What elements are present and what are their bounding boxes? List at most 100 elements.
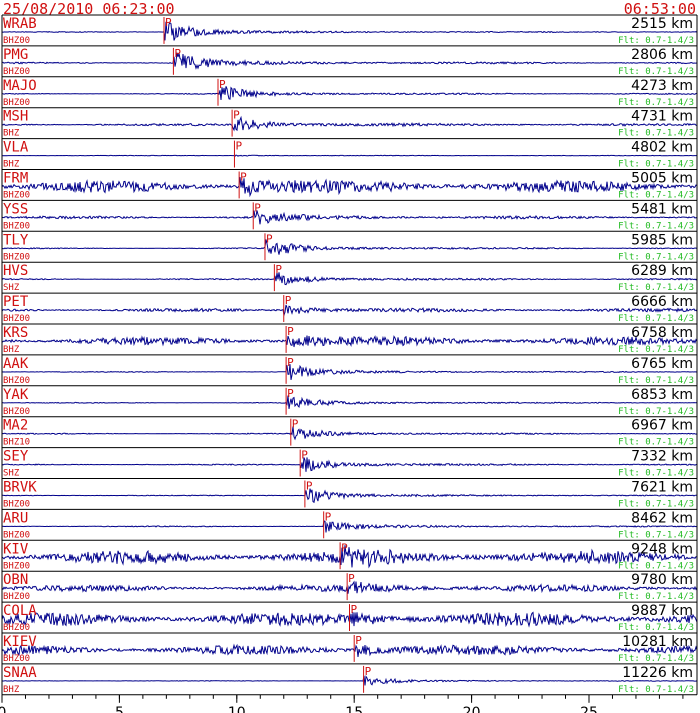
distance-label: 6666 km — [631, 294, 693, 310]
distance-label: 4273 km — [631, 78, 693, 94]
distance-label: 5985 km — [631, 232, 693, 248]
waveform-ma2 — [1, 426, 698, 441]
trace-row: P MSH BHZ 4731 km Flt: 0.7-1.4/3 — [1, 109, 697, 140]
p-arrival-label: P — [301, 449, 308, 462]
station-name: VLA — [3, 140, 29, 156]
distance-label: 5481 km — [631, 201, 693, 217]
station-name: HVS — [3, 263, 28, 279]
x-tick-label: 10 — [228, 705, 246, 713]
waveform-hvs — [1, 272, 698, 286]
filter-label: Flt: 0.7-1.4/3 — [618, 221, 694, 231]
p-arrival-label: P — [351, 603, 358, 616]
p-arrival-label: P — [287, 356, 294, 369]
x-tick-label: 0 — [0, 705, 6, 713]
filter-label: Flt: 0.7-1.4/3 — [618, 129, 694, 139]
p-arrival-label: P — [266, 232, 273, 245]
p-arrival-label: P — [233, 109, 240, 122]
filter-label: Flt: 0.7-1.4/3 — [618, 36, 694, 46]
station-name: YAK — [3, 387, 29, 403]
start-time: 25/08/2010 06:23:00 — [3, 0, 175, 18]
waveform-pet — [1, 304, 698, 317]
distance-label: 6967 km — [631, 418, 693, 434]
distance-label: 4731 km — [631, 109, 693, 125]
filter-label: Flt: 0.7-1.4/3 — [618, 500, 694, 510]
channel-code: BHZ — [3, 345, 20, 355]
distance-label: 6289 km — [631, 263, 693, 279]
p-arrival-label: P — [174, 47, 181, 60]
channel-code: BHZ — [3, 685, 20, 695]
station-name: MAJO — [3, 78, 37, 94]
filter-label: Flt: 0.7-1.4/3 — [618, 98, 694, 108]
p-arrival-label: P — [365, 665, 372, 678]
channel-code: BHZ00 — [3, 36, 30, 46]
waveform-yak — [1, 395, 698, 409]
p-arrival-label: P — [275, 263, 282, 276]
channel-code: SHZ — [3, 283, 20, 293]
trace-row: P PMG BHZ00 2806 km Flt: 0.7-1.4/3 — [1, 47, 698, 78]
waveform-tly — [1, 239, 698, 255]
trace-row: P KIV BHZ00 9248 km Flt: 0.7-1.4/3 — [1, 541, 698, 572]
p-arrival-label: P — [292, 418, 299, 431]
x-tick-label: 15 — [345, 705, 363, 713]
filter-label: Flt: 0.7-1.4/3 — [618, 252, 694, 262]
distance-label: 6758 km — [631, 325, 693, 341]
trace-row: P VLA BHZ 4802 km Flt: 0.7-1.4/3 — [1, 140, 697, 170]
trace-row: P HVS SHZ 6289 km Flt: 0.7-1.4/3 — [1, 263, 698, 294]
channel-code: BHZ00 — [3, 530, 30, 540]
filter-label: Flt: 0.7-1.4/3 — [618, 314, 694, 324]
trace-row: P YAK BHZ00 6853 km Flt: 0.7-1.4/3 — [1, 387, 698, 418]
filter-label: Flt: 0.7-1.4/3 — [618, 530, 694, 540]
p-arrival-label: P — [348, 572, 355, 585]
p-arrival-label: P — [240, 171, 247, 184]
station-name: AAK — [3, 356, 29, 372]
waveform-kiv — [1, 545, 698, 569]
station-name: WRAB — [3, 16, 37, 32]
waveform-yss — [1, 210, 698, 225]
waveform-snaa — [2, 675, 698, 686]
trace-row: P KIEV BHZ00 10281 km Flt: 0.7-1.4/3 — [1, 634, 698, 665]
time-axis: 0 5 10 15 20 25 — [0, 14, 698, 713]
trace-row: P FRM BHZ00 5005 km Flt: 0.7-1.4/3 — [1, 171, 698, 201]
trace-row: P AAK BHZ00 6765 km Flt: 0.7-1.4/3 — [1, 356, 698, 387]
distance-label: 11226 km — [622, 665, 693, 681]
p-arrival-label: P — [306, 480, 313, 493]
channel-code: BHZ00 — [3, 98, 30, 108]
channel-code: BHZ00 — [3, 654, 30, 664]
channel-code: BHZ00 — [3, 592, 30, 602]
waveform-krs — [1, 335, 698, 348]
x-tick-label: 20 — [463, 705, 481, 713]
station-name: COLA — [3, 603, 37, 619]
waveform-vla — [1, 154, 697, 157]
x-tick-label: 5 — [115, 705, 124, 713]
distance-label: 9248 km — [631, 541, 693, 557]
station-name: KIV — [3, 541, 29, 557]
channel-code: BHZ00 — [3, 561, 30, 571]
station-name: OBN — [3, 572, 28, 588]
waveform-aak — [1, 364, 698, 380]
channel-code: BHZ00 — [3, 314, 30, 324]
station-name: ARU — [3, 510, 28, 526]
waveform-frm — [1, 177, 698, 198]
distance-label: 7621 km — [631, 480, 693, 496]
filter-label: Flt: 0.7-1.4/3 — [618, 623, 694, 633]
filter-label: Flt: 0.7-1.4/3 — [618, 561, 694, 571]
station-name: PMG — [3, 47, 28, 63]
station-name: SEY — [3, 449, 29, 465]
trace-row: P TLY BHZ00 5985 km Flt: 0.7-1.4/3 — [1, 232, 698, 263]
p-arrival-label: P — [254, 201, 261, 214]
distance-label: 4802 km — [631, 140, 693, 156]
waveform-sey — [1, 457, 698, 472]
p-arrival-label: P — [287, 387, 294, 400]
distance-label: 9887 km — [631, 603, 693, 619]
waveform-pmg — [1, 52, 698, 70]
station-name: YSS — [3, 201, 28, 217]
waveform-obn — [1, 580, 698, 594]
station-name: KIEV — [3, 634, 37, 650]
filter-label: Flt: 0.7-1.4/3 — [618, 283, 694, 293]
channel-code: BHZ00 — [3, 67, 30, 77]
waveform-msh — [1, 115, 697, 132]
filter-label: Flt: 0.7-1.4/3 — [618, 67, 694, 77]
trace-row: P SNAA BHZ 11226 km Flt: 0.7-1.4/3 — [2, 665, 698, 696]
